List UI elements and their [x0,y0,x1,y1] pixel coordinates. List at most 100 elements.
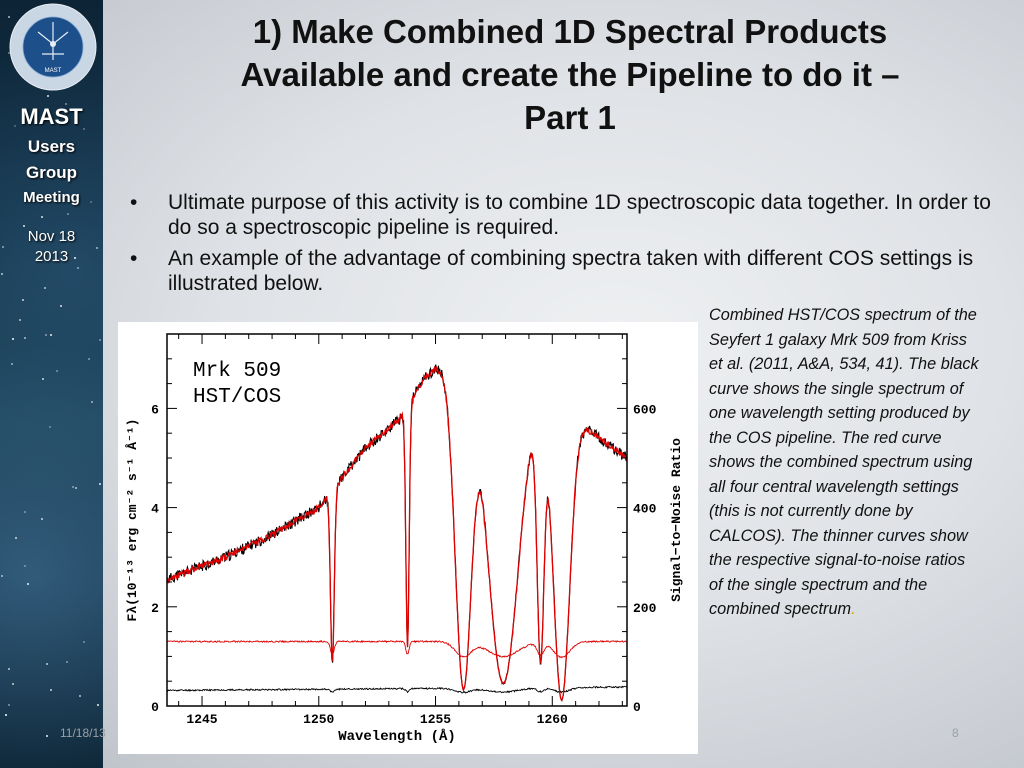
slide-title-line3: Part 1 [524,99,616,136]
star-dot [73,256,76,259]
star-dot [66,660,69,663]
star-dot [60,305,63,308]
combined-spectrum-flux-line [166,365,628,701]
bullet-dot: • [130,191,138,214]
star-dot [46,95,49,98]
y-right-tick-label: 0 [633,700,641,715]
star-dot [78,695,81,698]
sidebar-mast: MAST [20,104,83,129]
star-dot [45,333,48,336]
single-spectrum-snr-line [166,685,628,694]
axis-ticks: 1245 1250 1255 1260 0 2 4 6 0 200 400 600 [151,333,657,727]
star-dot [67,213,70,216]
y-left-tick-label: 0 [151,700,159,715]
star-dot [96,704,99,707]
star-dot [12,683,15,686]
mast-logo: MAST [9,3,97,91]
page-number: 8 [952,726,959,740]
star-dot [74,486,77,489]
star-dot [49,426,52,429]
star-dot [49,688,52,691]
star-dot [23,510,26,513]
bullet-item: • Ultimate purpose of this activity is to… [120,190,1000,240]
star-dot [24,336,27,339]
sidebar: MAST MAST Users Group Meeting Nov 18 201… [0,0,103,768]
bullet-dot: • [130,247,138,270]
star-dot [49,333,52,336]
star-dot [98,338,101,341]
star-dot [88,357,91,360]
caption-text: Combined HST/COS spectrum of the Seyfert… [709,306,979,618]
star-dot [41,378,44,381]
star-dot [21,299,24,302]
star-dot [2,245,5,248]
chart-background [118,322,698,754]
star-dot [10,363,13,366]
chart-annotation-instrument: HST/COS [193,386,281,409]
y-left-tick-label: 4 [151,502,159,517]
star-dot [90,401,93,404]
x-tick-label: 1250 [303,712,334,727]
star-dot [0,273,3,276]
star-dot [7,703,10,706]
y-left-tick-label: 6 [151,402,159,417]
star-dot [65,103,68,106]
star-dot [89,200,92,203]
star-dot [8,15,11,18]
y-right-tick-label: 600 [633,402,657,417]
bullet-text: Ultimate purpose of this activity is to … [168,191,991,239]
star-dot [95,246,98,249]
bullet-text: An example of the advantage of combining… [168,247,974,295]
y-right-tick-label: 400 [633,502,657,517]
star-dot [41,216,44,219]
sidebar-group: Group [26,163,77,182]
spectrum-chart: 1245 1250 1255 1260 0 2 4 6 0 200 400 600 Mrk 509 H… [118,322,698,754]
slide-title-line2: Available and create the Pipeline to do … [240,56,900,93]
caption-period: . [851,600,856,618]
star-dot [71,485,74,488]
sidebar-date-line1: Nov 18 [27,228,76,245]
footer-date: 11/18/13 [60,726,106,740]
star-dot [43,286,46,289]
star-dot [12,337,15,340]
star-dot [18,318,21,321]
chart-series-group [166,364,628,702]
star-dot [83,128,86,131]
sidebar-date-line2: 2013 [34,248,69,265]
star-dot [15,537,18,540]
y-axis-label-left: Fλ(10⁻¹³ erg cm⁻² s⁻¹ Å⁻¹) [125,419,140,622]
star-dot [77,267,80,270]
star-dot [41,517,44,520]
sidebar-meeting: Meeting [23,189,80,206]
star-dot [23,224,26,227]
chart-annotation-object: Mrk 509 [193,360,281,383]
x-tick-label: 1245 [186,712,217,727]
bullet-list: • Ultimate purpose of this activity is to… [120,190,1000,302]
star-dot [73,202,76,205]
plot-frame [166,333,628,707]
sidebar-users: Users [27,137,76,156]
combined-spectrum-snr-line [166,639,628,659]
star-dot [56,370,59,373]
star-dot [45,662,48,665]
star-dot [5,713,7,716]
star-dot [7,667,10,670]
y-left-tick-label: 2 [151,601,159,616]
star-dot [27,582,30,585]
star-dot [83,640,86,643]
x-tick-label: 1255 [420,712,451,727]
star-dot [45,734,48,737]
slide-title: 1) Make Combined 1D Spectral Products Av… [130,10,1010,139]
x-tick-label: 1260 [537,712,568,727]
slide-title-line1: 1) Make Combined 1D Spectral Products [252,13,888,50]
y-axis-label-right: Signal−to−Noise Ratio [669,438,684,602]
star-dot [13,125,16,128]
logo-center-text: MAST [45,68,62,74]
star-dot [98,482,101,485]
y-right-tick-label: 200 [633,601,657,616]
x-axis-label: Wavelength (Å) [338,728,456,745]
bullet-item: • An example of the advantage of combinin… [120,246,1000,296]
star-dot [0,574,3,577]
star-dot [8,51,11,54]
star-dot [54,251,57,254]
